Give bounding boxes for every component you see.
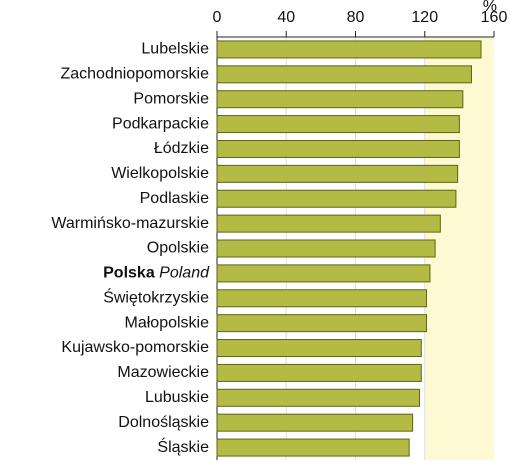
x-tick-label: 120 xyxy=(411,9,438,26)
bar xyxy=(216,115,460,134)
y-tick-label: Wielkopolskie xyxy=(111,165,209,182)
y-tick-label: Lubelskie xyxy=(141,41,209,58)
bar xyxy=(216,413,414,432)
bar xyxy=(216,40,482,59)
y-tick-label: Małopolskie xyxy=(125,314,210,331)
bar xyxy=(216,139,460,158)
bar xyxy=(216,90,464,109)
y-tick-label: Mazowieckie xyxy=(117,364,209,381)
category-translation: Poland xyxy=(159,265,210,282)
bar xyxy=(216,264,431,283)
y-tick-label: Łódzkie xyxy=(154,140,209,157)
bar xyxy=(216,239,436,258)
bar xyxy=(216,289,427,308)
bar xyxy=(216,363,422,382)
bar xyxy=(216,164,459,183)
category-label: Polska xyxy=(103,265,155,282)
y-tick-label: Pomorskie xyxy=(133,90,209,107)
x-tick-label: 160 xyxy=(481,9,508,26)
bar xyxy=(216,314,427,333)
x-axis-unit: % xyxy=(483,0,497,15)
bar xyxy=(216,438,410,457)
bar xyxy=(216,214,441,233)
x-tick-label: 0 xyxy=(213,9,222,26)
y-tick-label: Lubuskie xyxy=(145,389,209,406)
y-tick-label: Kujawsko-pomorskie xyxy=(61,339,209,356)
y-tick-label: Dolnośląskie xyxy=(118,414,209,431)
y-tick-label: Świętokrzyskie xyxy=(103,287,209,306)
bar xyxy=(216,388,421,407)
x-tick-label: 40 xyxy=(277,9,295,26)
y-tick-label: Polska Poland xyxy=(103,265,210,282)
bar xyxy=(216,65,472,84)
y-tick-label: Opolskie xyxy=(147,240,209,257)
y-tick-label: Zachodniopomorskie xyxy=(60,66,209,83)
x-tick-label: 80 xyxy=(347,9,365,26)
y-tick-label: Podkarpackie xyxy=(112,115,209,132)
y-tick-label: Podlaskie xyxy=(140,190,209,207)
y-tick-label: Warmińsko-mazurskie xyxy=(51,215,209,232)
y-tick-label: Śląskie xyxy=(157,437,209,456)
bar xyxy=(216,339,422,358)
bar xyxy=(216,189,457,208)
